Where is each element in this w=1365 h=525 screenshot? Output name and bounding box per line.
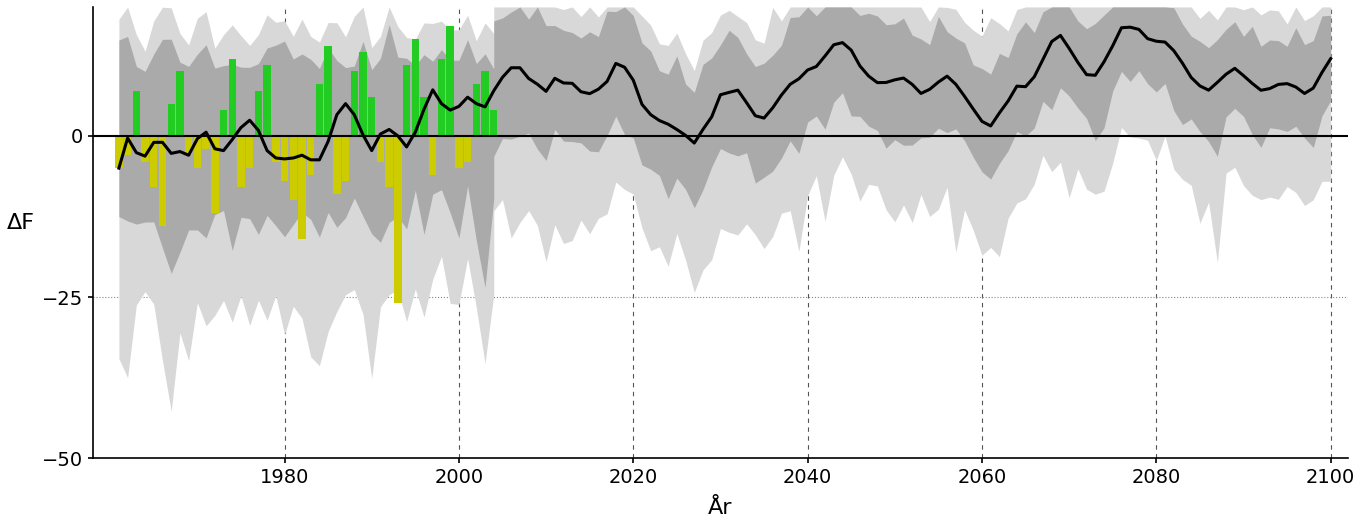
Bar bbox=[472, 85, 480, 136]
Bar bbox=[429, 136, 437, 174]
X-axis label: År: År bbox=[708, 498, 733, 518]
Bar bbox=[238, 136, 244, 187]
Bar bbox=[455, 136, 463, 168]
Bar bbox=[359, 52, 367, 136]
Bar bbox=[263, 65, 270, 136]
Bar bbox=[315, 85, 324, 136]
Bar bbox=[202, 136, 210, 149]
Bar bbox=[255, 91, 262, 136]
Bar bbox=[299, 136, 306, 239]
Bar bbox=[246, 136, 254, 168]
Y-axis label: ΔF: ΔF bbox=[7, 213, 35, 233]
Bar bbox=[115, 136, 123, 168]
Bar bbox=[142, 136, 149, 162]
Bar bbox=[168, 103, 175, 136]
Bar bbox=[150, 136, 157, 187]
Bar bbox=[325, 46, 332, 136]
Bar bbox=[385, 136, 393, 187]
Bar bbox=[341, 136, 349, 181]
Bar bbox=[412, 39, 419, 136]
Bar bbox=[194, 136, 201, 168]
Bar bbox=[184, 136, 192, 155]
Bar bbox=[176, 71, 184, 136]
Bar bbox=[438, 58, 445, 136]
Bar bbox=[158, 136, 167, 226]
Bar bbox=[464, 136, 471, 162]
Bar bbox=[351, 71, 358, 136]
Bar bbox=[212, 136, 218, 213]
Bar bbox=[124, 136, 131, 155]
Bar bbox=[220, 110, 227, 136]
Bar bbox=[369, 97, 375, 136]
Bar bbox=[420, 97, 427, 136]
Bar bbox=[132, 91, 141, 136]
Bar bbox=[403, 65, 411, 136]
Bar bbox=[289, 136, 298, 201]
Bar bbox=[482, 71, 489, 136]
Bar bbox=[377, 136, 384, 162]
Bar bbox=[333, 136, 340, 194]
Bar bbox=[490, 110, 497, 136]
Bar bbox=[281, 136, 288, 181]
Bar bbox=[446, 26, 455, 136]
Bar bbox=[307, 136, 314, 174]
Bar bbox=[272, 136, 280, 162]
Bar bbox=[228, 58, 236, 136]
Bar bbox=[394, 136, 401, 303]
